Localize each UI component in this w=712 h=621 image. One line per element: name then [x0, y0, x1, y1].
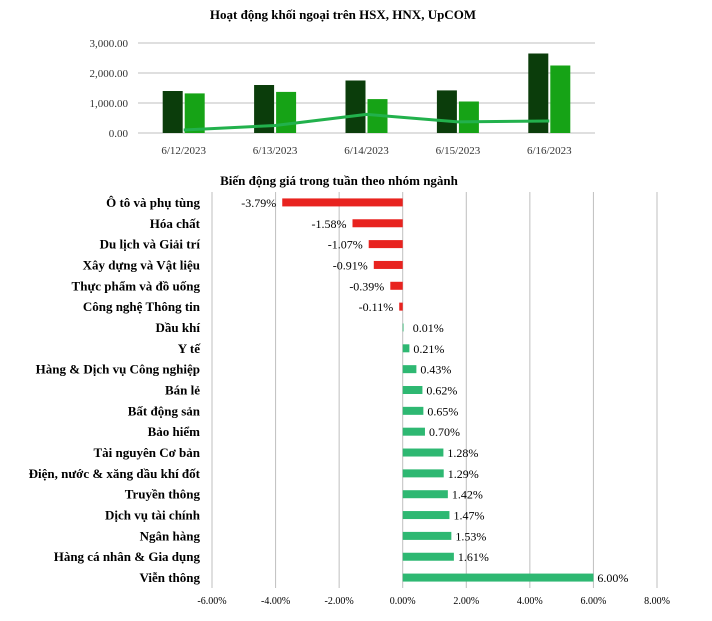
x-tick-label: -4.00%	[261, 596, 290, 607]
x-tick-label: 6/15/2023	[436, 145, 481, 157]
net-flow-line	[183, 112, 550, 132]
sector-label: Công nghệ Thông tin	[83, 299, 201, 314]
sector-label: Hóa chất	[150, 216, 201, 231]
value-label: 0.43%	[420, 363, 451, 377]
positive-bar	[402, 469, 444, 478]
x-tick-label: 6/13/2023	[253, 145, 298, 157]
foreign-activity-x-labels: 6/12/2023 6/13/2023 6/14/2023 6/15/2023 6/16…	[161, 145, 572, 157]
x-tick-label: 6.00%	[581, 596, 607, 607]
sector-change-title: Biến động giá trong tuần theo nhóm ngành	[220, 173, 459, 188]
x-tick-label: 8.00%	[644, 596, 670, 607]
sector-label: Xây dựng và Vật liệu	[83, 257, 200, 272]
sector-label: Điện, nước & xăng dầu khí đốt	[29, 466, 201, 481]
x-tick-label: 2.00%	[453, 596, 479, 607]
value-label: 1.47%	[453, 509, 484, 523]
sector-label: Bán lẻ	[165, 383, 200, 398]
value-label: 0.21%	[413, 342, 444, 356]
negative-bar	[399, 302, 403, 311]
negative-bar	[373, 260, 403, 269]
value-label: -0.39%	[349, 279, 384, 293]
sector-change-chart: Biến động giá trong tuần theo nhóm ngành…	[29, 173, 670, 607]
sector-change-x-ticks: -6.00% -4.00% -2.00% 0.00% 2.00% 4.00% 6.00% 8.…	[197, 596, 670, 607]
x-tick-label: 0.00%	[390, 596, 416, 607]
positive-bar	[402, 531, 452, 540]
sector-label: Du lịch và Giải trí	[100, 237, 201, 252]
value-label: -3.79%	[241, 196, 276, 210]
value-label: 1.61%	[458, 550, 489, 564]
value-label: -1.58%	[311, 217, 346, 231]
value-label: -0.11%	[359, 300, 394, 314]
buy-bar	[345, 80, 366, 133]
y-tick-label: 3,000.00	[90, 38, 129, 50]
sector-label: Bảo hiểm	[148, 424, 201, 439]
negative-bar	[390, 281, 403, 290]
value-label: 0.01%	[413, 321, 444, 335]
sector-label: Truyền thông	[125, 487, 201, 502]
buy-bar	[162, 91, 183, 133]
sector-change-data-labels: -3.79% -1.58% -1.07% -0.91% -0.39% -0.11% 0.01…	[241, 196, 628, 585]
buy-bar	[436, 90, 457, 133]
value-label: -1.07%	[328, 238, 363, 252]
value-label: 0.62%	[426, 384, 457, 398]
negative-bar	[282, 198, 403, 207]
x-tick-label: 6/12/2023	[161, 145, 206, 157]
foreign-activity-gridlines	[138, 42, 595, 134]
value-label: 0.70%	[429, 425, 460, 439]
y-tick-label: 1,000.00	[90, 98, 129, 110]
positive-bar	[402, 365, 417, 374]
sell-bar	[184, 93, 205, 133]
value-label: 1.42%	[452, 488, 483, 502]
value-label: -0.91%	[333, 258, 368, 272]
sector-label: Hàng & Dịch vụ Công nghiệp	[36, 362, 200, 377]
sector-label: Bất động sản	[128, 403, 201, 418]
foreign-activity-chart: Hoạt động khối ngoại trên HSX, HNX, UpCO…	[90, 7, 595, 157]
positive-bar	[402, 552, 454, 561]
negative-bar	[368, 240, 403, 249]
positive-bar	[402, 490, 448, 499]
sector-change-bars	[282, 198, 594, 582]
sector-label: Y tế	[178, 341, 201, 356]
sector-label: Thực phẩm và đồ uống	[72, 278, 201, 293]
positive-bar	[402, 427, 425, 436]
value-label: 6.00%	[597, 571, 628, 585]
x-tick-label: -6.00%	[197, 596, 226, 607]
positive-bar	[402, 386, 423, 394]
y-tick-label: 0.00	[109, 128, 129, 140]
sector-label: Dịch vụ tài chính	[105, 508, 201, 523]
value-label: 1.28%	[447, 446, 478, 460]
x-tick-label: 4.00%	[517, 596, 543, 607]
sector-change-category-labels: Ô tô và phụ tùng Hóa chất Du lịch và Giải …	[29, 195, 202, 585]
buy-bar	[254, 85, 275, 133]
sector-label: Ngân hàng	[140, 528, 201, 543]
x-tick-label: -2.00%	[325, 596, 354, 607]
foreign-activity-title: Hoạt động khối ngoại trên HSX, HNX, UpCO…	[210, 7, 476, 22]
positive-bar	[402, 344, 410, 353]
positive-bar	[402, 323, 404, 332]
positive-bar	[402, 406, 424, 415]
y-tick-label: 2,000.00	[90, 68, 129, 80]
x-tick-label: 6/16/2023	[527, 145, 572, 157]
buy-bar	[528, 53, 549, 133]
sector-label: Viễn thông	[139, 570, 200, 585]
negative-bar	[352, 219, 403, 228]
positive-bar	[402, 448, 444, 457]
sell-bar	[458, 101, 479, 133]
sector-label: Tài nguyên Cơ bản	[93, 445, 200, 460]
sell-bar	[550, 65, 571, 133]
sell-bar	[276, 91, 297, 133]
sector-label: Ô tô và phụ tùng	[106, 195, 200, 210]
positive-bar	[402, 573, 594, 582]
value-label: 1.53%	[455, 529, 486, 543]
foreign-activity-y-ticks: 0.00 1,000.00 2,000.00 3,000.00	[90, 38, 129, 140]
sector-label: Hàng cá nhân & Gia dụng	[54, 549, 201, 564]
value-label: 0.65%	[427, 404, 458, 418]
value-label: 1.29%	[448, 467, 479, 481]
sector-label: Dầu khí	[156, 320, 201, 335]
positive-bar	[402, 511, 450, 520]
x-tick-label: 6/14/2023	[344, 145, 389, 157]
foreign-activity-net-line	[183, 112, 550, 132]
